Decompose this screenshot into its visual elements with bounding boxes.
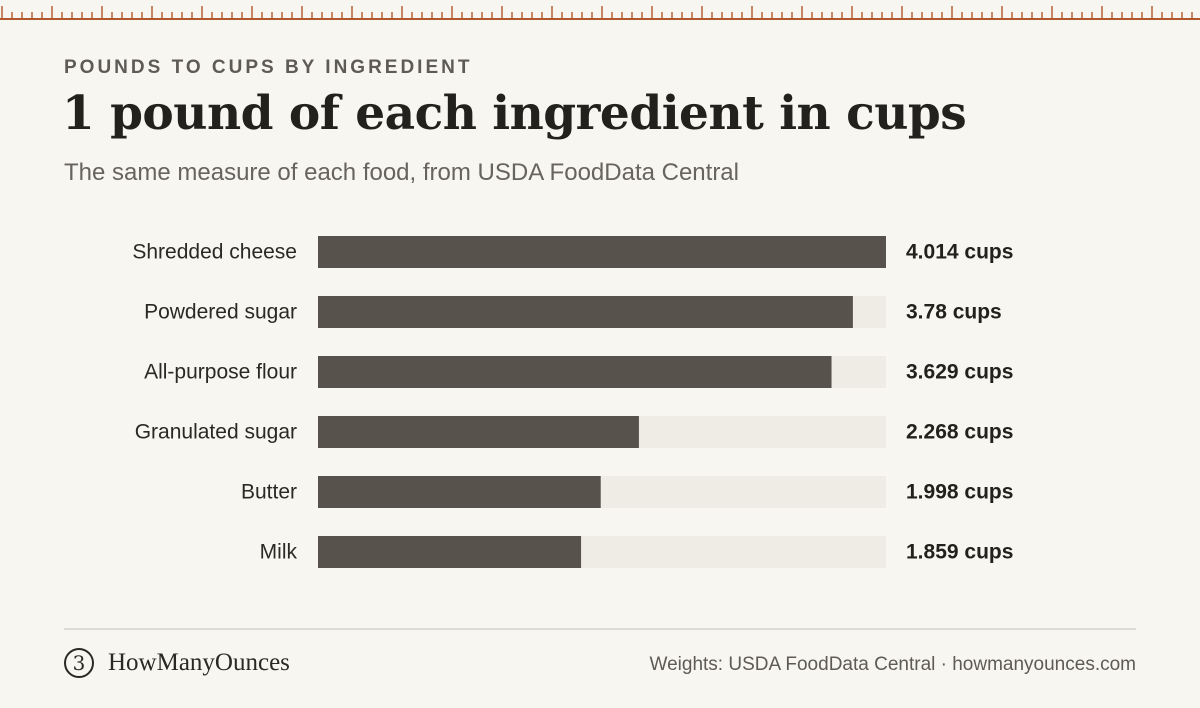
value-label: 1.998 cups <box>906 481 1013 504</box>
category-label: Shredded cheese <box>132 241 297 264</box>
logo-icon: 3 <box>64 648 94 678</box>
value-label: 3.78 cups <box>906 301 1002 324</box>
footer-brand: 3 HowManyOunces <box>64 648 290 678</box>
bar <box>318 416 639 448</box>
value-label: 3.629 cups <box>906 361 1013 384</box>
category-label: Powdered sugar <box>144 301 297 324</box>
bar <box>318 476 601 508</box>
chart-title: 1 pound of each ingredient in cups <box>62 86 967 141</box>
bar <box>318 296 853 328</box>
value-label: 1.859 cups <box>906 541 1013 564</box>
bar <box>318 536 582 568</box>
category-label: Milk <box>260 541 298 564</box>
bar <box>318 236 886 268</box>
category-label: All-purpose flour <box>144 361 297 384</box>
footer-divider <box>64 628 1136 630</box>
category-label: Butter <box>241 481 297 504</box>
value-label: 4.014 cups <box>906 241 1013 264</box>
source-note: Weights: USDA FoodData Central · howmany… <box>649 654 1136 675</box>
category-label: Granulated sugar <box>135 421 297 444</box>
chart-subtitle: The same measure of each food, from USDA… <box>64 159 739 186</box>
brand-name: HowManyOunces <box>108 649 290 676</box>
value-label: 2.268 cups <box>906 421 1013 444</box>
eyebrow-label: POUNDS TO CUPS BY INGREDIENT <box>64 57 473 78</box>
bar <box>318 356 832 388</box>
ruler-decoration <box>0 6 1200 20</box>
